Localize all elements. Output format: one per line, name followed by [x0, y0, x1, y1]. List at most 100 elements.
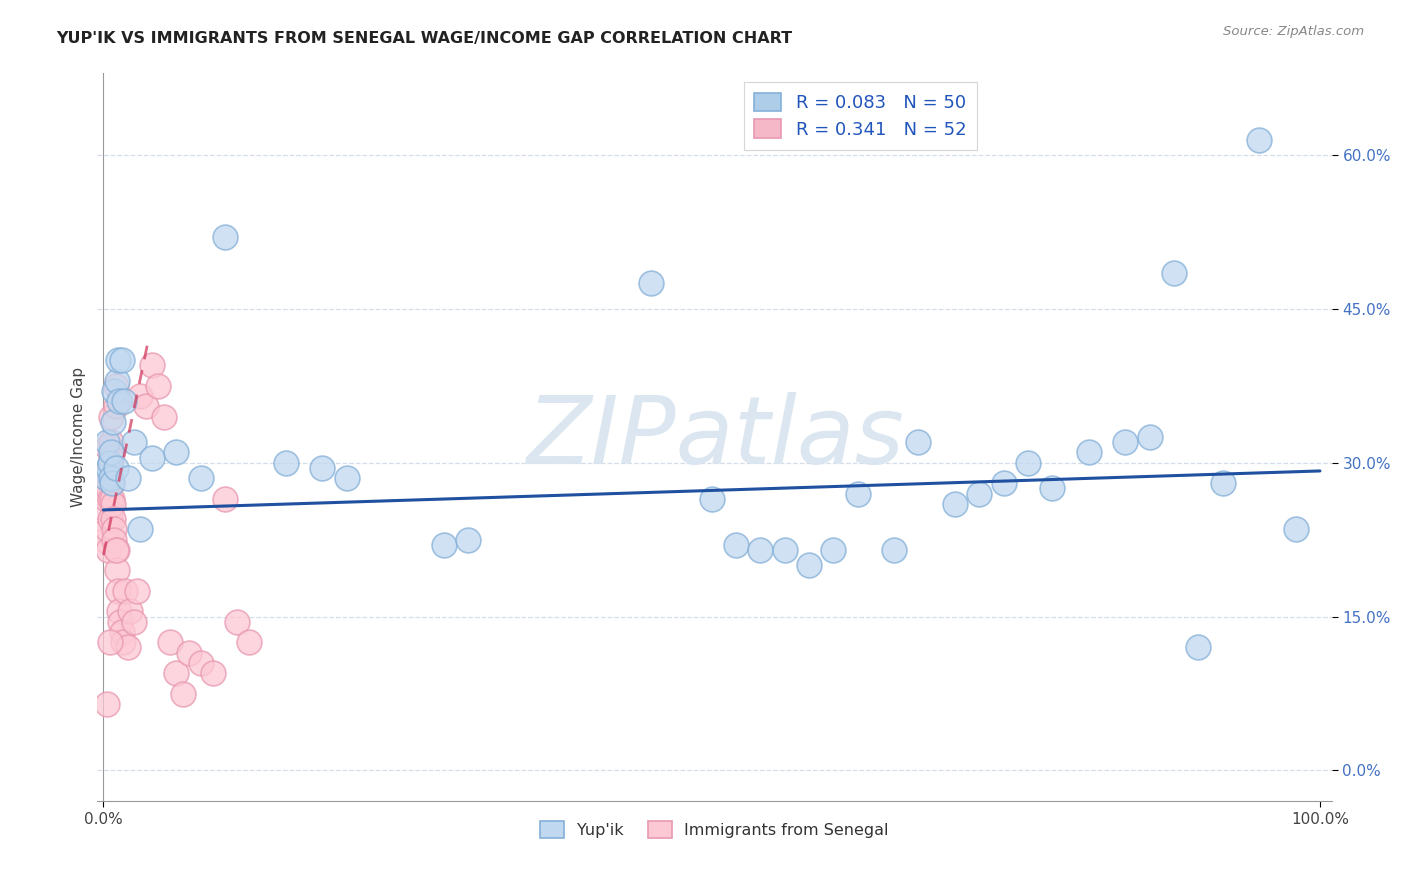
Point — [100, 409, 122, 424]
Point — [433, 538, 456, 552]
Text: Source: ZipAtlas.com: Source: ZipAtlas.com — [1223, 25, 1364, 38]
Point — [190, 656, 212, 670]
Point — [104, 400, 127, 414]
Point — [165, 445, 187, 459]
Point — [238, 635, 260, 649]
Point — [177, 646, 200, 660]
Point — [105, 374, 128, 388]
Point — [1249, 133, 1271, 147]
Point — [101, 491, 124, 506]
Point — [94, 491, 117, 506]
Point — [1139, 430, 1161, 444]
Point — [773, 543, 796, 558]
Text: YUP'IK VS IMMIGRANTS FROM SENEGAL WAGE/INCOME GAP CORRELATION CHART: YUP'IK VS IMMIGRANTS FROM SENEGAL WAGE/I… — [56, 31, 793, 46]
Point — [105, 543, 128, 558]
Point — [103, 533, 125, 547]
Point — [1114, 435, 1136, 450]
Point — [98, 491, 121, 506]
Point — [100, 435, 122, 450]
Point — [111, 635, 134, 649]
Point — [724, 538, 747, 552]
Point — [120, 605, 142, 619]
Point — [114, 584, 136, 599]
Point — [110, 615, 132, 629]
Point — [457, 533, 479, 547]
Point — [274, 456, 297, 470]
Point — [1077, 445, 1099, 459]
Point — [111, 353, 134, 368]
Point — [97, 543, 120, 558]
Point — [700, 491, 723, 506]
Point — [101, 476, 124, 491]
Point — [103, 384, 125, 398]
Point — [122, 615, 145, 629]
Point — [311, 461, 333, 475]
Point — [1187, 640, 1209, 655]
Point — [111, 625, 134, 640]
Point — [107, 584, 129, 599]
Point — [101, 415, 124, 429]
Point — [98, 512, 121, 526]
Point — [969, 486, 991, 500]
Point — [103, 523, 125, 537]
Point — [100, 450, 122, 465]
Point — [97, 482, 120, 496]
Point — [1163, 266, 1185, 280]
Point — [797, 558, 820, 573]
Point — [943, 497, 966, 511]
Point — [883, 543, 905, 558]
Point — [122, 435, 145, 450]
Point — [129, 389, 152, 403]
Point — [135, 400, 157, 414]
Point — [640, 277, 662, 291]
Point — [108, 605, 131, 619]
Point — [98, 635, 121, 649]
Point — [108, 394, 131, 409]
Point — [101, 497, 124, 511]
Point — [153, 409, 176, 424]
Point — [98, 461, 121, 475]
Point — [104, 461, 127, 475]
Point — [214, 230, 236, 244]
Point — [1040, 482, 1063, 496]
Point — [165, 666, 187, 681]
Text: ZIPatlas: ZIPatlas — [526, 392, 904, 483]
Point — [105, 564, 128, 578]
Point — [101, 512, 124, 526]
Point — [104, 543, 127, 558]
Point — [190, 471, 212, 485]
Point — [127, 584, 149, 599]
Point — [141, 450, 163, 465]
Point — [993, 476, 1015, 491]
Point — [94, 471, 117, 485]
Point — [97, 461, 120, 475]
Point — [101, 476, 124, 491]
Point — [336, 471, 359, 485]
Point — [129, 523, 152, 537]
Point — [1212, 476, 1234, 491]
Point — [846, 486, 869, 500]
Point — [201, 666, 224, 681]
Point — [96, 471, 118, 485]
Point — [96, 441, 118, 455]
Point — [117, 471, 139, 485]
Point — [1284, 523, 1306, 537]
Point — [112, 394, 135, 409]
Point — [96, 697, 118, 711]
Point — [749, 543, 772, 558]
Point — [93, 502, 115, 516]
Point — [100, 445, 122, 459]
Point — [141, 359, 163, 373]
Point — [117, 640, 139, 655]
Point — [148, 379, 170, 393]
Point — [214, 491, 236, 506]
Point — [104, 379, 127, 393]
Point — [98, 456, 121, 470]
Point — [107, 353, 129, 368]
Point — [907, 435, 929, 450]
Point — [226, 615, 249, 629]
Point — [1017, 456, 1039, 470]
Legend: Yup'ik, Immigrants from Senegal: Yup'ik, Immigrants from Senegal — [534, 815, 896, 844]
Point — [100, 471, 122, 485]
Point — [159, 635, 181, 649]
